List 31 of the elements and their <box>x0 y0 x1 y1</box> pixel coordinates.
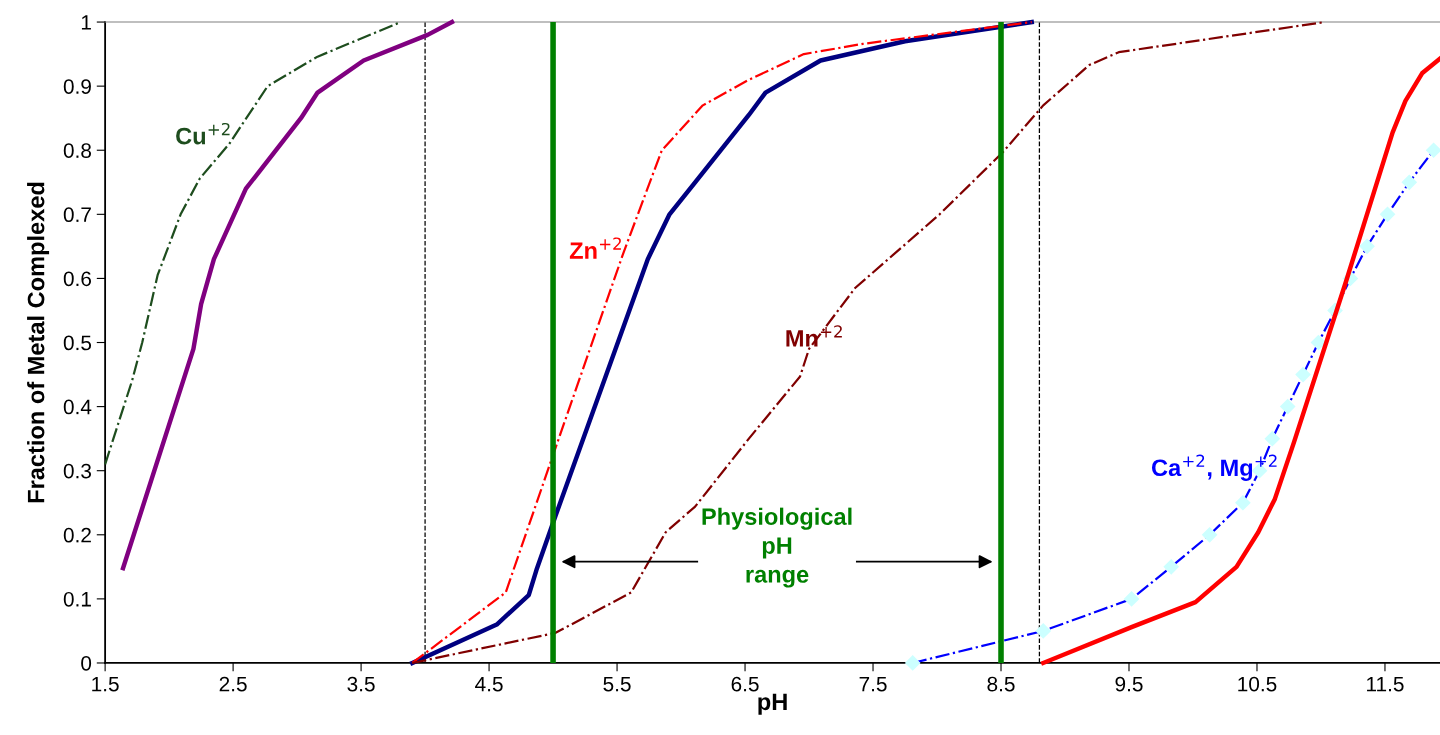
x-tick-label: 4.5 <box>475 676 503 692</box>
x-tick-label: 6.5 <box>731 676 759 692</box>
y-tick-label: 0.1 <box>63 591 91 607</box>
line-series <box>1041 56 1440 666</box>
x-axis-title: pH <box>758 693 787 715</box>
series-label: Ca$^{+2}$, Mg$^{+2}$ <box>1151 454 1277 481</box>
y-tick-label: 0.6 <box>63 271 92 287</box>
x-tick-label: 11.5 <box>1367 676 1404 692</box>
x-tick-label: 3.5 <box>347 676 375 692</box>
series-label: Zn$^{+2}$ <box>569 237 621 259</box>
line-series <box>120 19 455 571</box>
annotation: Physiological pH range <box>702 507 852 588</box>
y-tick-label: 1 <box>81 15 91 30</box>
x-tick-label: 2.5 <box>219 676 247 692</box>
series-label: Mn$^{+2}$ <box>786 325 842 347</box>
y-tick-label: 0.7 <box>63 207 91 223</box>
y-tick-label: 0.3 <box>63 463 92 479</box>
y-tick-label: 0.8 <box>63 143 92 158</box>
y-tick-label: 0.5 <box>63 335 92 351</box>
y-tick-label: 0 <box>81 655 92 671</box>
y-tick-label: 0.9 <box>63 79 91 94</box>
x-tick-label: 9.5 <box>1115 676 1143 692</box>
x-tick-label: 10.5 <box>1238 676 1277 692</box>
series-label: Cu$^{+2}$ <box>176 122 230 145</box>
x-tick-label: 8.5 <box>987 676 1015 692</box>
x-tick-label: 1.5 <box>92 676 119 692</box>
y-tick-label: 0.4 <box>63 399 92 415</box>
x-tick-label: 7.5 <box>859 676 887 692</box>
x-tick-label: 5.5 <box>603 676 631 692</box>
y-tick-label: 0.2 <box>63 527 91 543</box>
y-axis-title: Fraction of Metal Complexed <box>27 182 50 503</box>
